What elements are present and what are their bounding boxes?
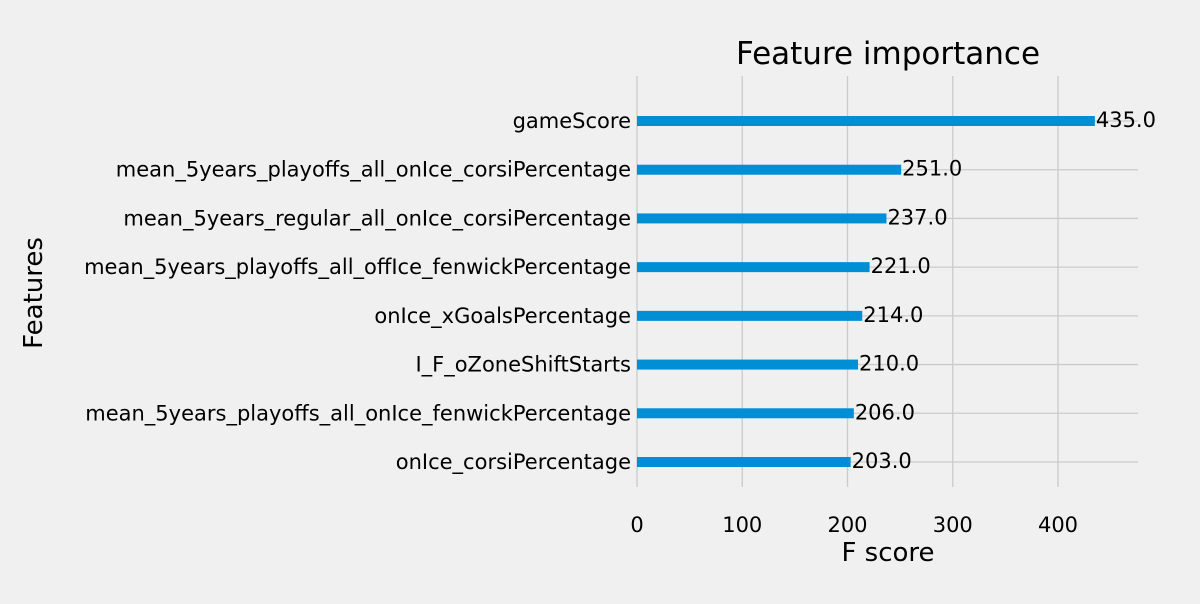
- x-tick-label: 400: [1038, 513, 1078, 537]
- x-tick-label: 0: [630, 513, 643, 537]
- bar: [637, 164, 902, 175]
- data-label: 221.0: [871, 254, 931, 278]
- y-tick-label: mean_5years_regular_all_onIce_corsiPerce…: [123, 206, 631, 231]
- data-label: 206.0: [855, 400, 915, 424]
- data-label: 435.0: [1096, 108, 1156, 132]
- bars-layer: [637, 116, 1095, 467]
- data-label: 210.0: [859, 352, 919, 376]
- bar: [637, 116, 1095, 126]
- y-tick-label: onIce_corsiPercentage: [396, 450, 631, 475]
- y-tick-label: I_F_oZoneShiftStarts: [415, 353, 631, 378]
- bar: [637, 213, 887, 224]
- bar: [637, 457, 851, 467]
- bar: [637, 262, 870, 273]
- bar: [637, 359, 859, 370]
- y-axis-label: Features: [19, 237, 49, 349]
- bar: [637, 408, 854, 419]
- labels-layer: 0 100 200 300 400 onIce_corsiPercentage 203.0 m…: [84, 108, 1156, 537]
- x-axis-label: F score: [841, 538, 934, 568]
- x-tick-label: 100: [722, 513, 762, 537]
- y-tick-label: mean_5years_playoffs_all_onIce_corsiPerc…: [116, 158, 631, 183]
- data-label: 237.0: [887, 205, 947, 229]
- data-label: 203.0: [852, 449, 912, 473]
- x-tick-label: 200: [827, 513, 867, 537]
- y-tick-label: gameScore: [513, 109, 631, 133]
- data-label: 214.0: [863, 303, 923, 327]
- y-tick-label: onIce_xGoalsPercentage: [374, 304, 631, 329]
- chart-title: Feature importance: [736, 36, 1040, 72]
- data-label: 251.0: [902, 157, 962, 181]
- x-tick-label: 300: [933, 513, 973, 537]
- y-tick-label: mean_5years_playoffs_all_onIce_fenwickPe…: [85, 401, 631, 426]
- y-tick-label: mean_5years_playoffs_all_offIce_fenwickP…: [84, 255, 631, 280]
- bar: [637, 310, 863, 321]
